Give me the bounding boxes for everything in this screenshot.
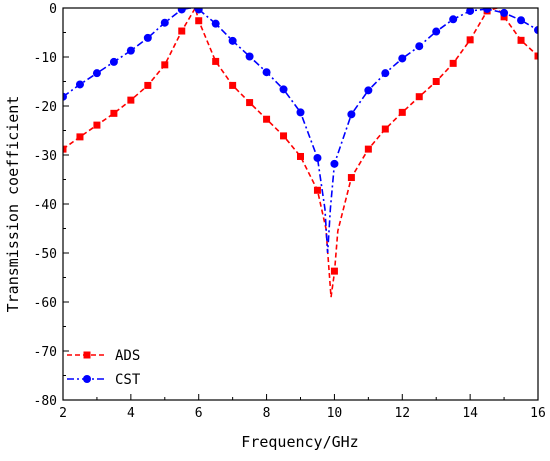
data-point-cst bbox=[109, 57, 118, 66]
data-point-ads bbox=[195, 17, 203, 25]
x-tick-label: 4 bbox=[127, 406, 135, 421]
x-tick-label: 6 bbox=[195, 406, 203, 421]
data-point-cst bbox=[500, 8, 509, 17]
y-tick-label: -20 bbox=[34, 100, 57, 115]
data-point-cst bbox=[143, 33, 152, 42]
x-tick-label: 2 bbox=[59, 406, 67, 421]
x-axis-title: Frequency/GHz bbox=[241, 433, 358, 451]
data-point-ads bbox=[76, 133, 84, 141]
y-tick-label: -70 bbox=[34, 345, 57, 360]
legend: ADS CST bbox=[67, 348, 141, 388]
data-point-ads bbox=[415, 93, 423, 101]
data-point-ads bbox=[110, 109, 118, 117]
data-point-ads bbox=[127, 96, 135, 104]
data-point-ads bbox=[229, 81, 237, 89]
data-point-cst bbox=[262, 68, 271, 77]
series-curves bbox=[63, 8, 538, 298]
data-point-ads bbox=[364, 145, 372, 153]
data-point-cst bbox=[194, 8, 203, 14]
data-point-ads bbox=[398, 108, 406, 116]
y-tick-label: -60 bbox=[34, 296, 57, 311]
data-point-cst bbox=[483, 8, 492, 13]
y-tick-label: 0 bbox=[49, 2, 57, 17]
data-point-ads bbox=[466, 36, 474, 44]
x-tick-label: 12 bbox=[394, 406, 410, 421]
legend-marker-cst bbox=[83, 375, 91, 383]
data-point-cst bbox=[415, 42, 424, 51]
y-tick-label: -30 bbox=[34, 149, 57, 164]
data-point-ads bbox=[297, 152, 304, 160]
data-point-ads bbox=[263, 115, 271, 123]
data-point-cst bbox=[330, 159, 339, 168]
data-point-ads bbox=[517, 36, 525, 44]
y-tick-label: -80 bbox=[34, 394, 57, 409]
legend-label-ads: ADS bbox=[115, 348, 140, 364]
x-tick-label: 8 bbox=[263, 406, 271, 421]
data-point-cst bbox=[63, 92, 67, 101]
data-point-cst bbox=[313, 153, 322, 162]
y-axis: 0 -10 -20 -30 -40 -50 -60 -70 -80 bbox=[34, 2, 69, 409]
data-point-cst bbox=[92, 69, 101, 78]
data-point-cst bbox=[466, 8, 475, 15]
data-point-ads bbox=[246, 99, 254, 107]
data-point-cst bbox=[279, 85, 288, 94]
legend-marker-ads bbox=[83, 351, 91, 359]
y-tick-label: -40 bbox=[34, 198, 57, 213]
x-tick-label: 16 bbox=[530, 406, 546, 421]
x-tick-label: 10 bbox=[327, 406, 343, 421]
data-point-ads bbox=[347, 174, 355, 182]
y-tick-label: -50 bbox=[34, 247, 57, 262]
y-tick-label: -10 bbox=[34, 51, 57, 66]
data-point-cst bbox=[211, 19, 220, 28]
data-point-cst bbox=[347, 110, 356, 119]
data-point-ads bbox=[449, 59, 457, 67]
data-point-ads bbox=[313, 186, 321, 194]
data-point-ads bbox=[330, 267, 338, 275]
data-point-cst bbox=[228, 36, 237, 45]
data-point-ads bbox=[144, 81, 152, 89]
x-axis: 2 4 6 8 10 12 14 16 bbox=[59, 394, 546, 421]
data-point-cst bbox=[517, 16, 526, 25]
series-line-cst bbox=[63, 8, 538, 254]
data-point-ads bbox=[534, 52, 538, 60]
data-point-cst bbox=[398, 54, 407, 63]
data-point-ads bbox=[63, 145, 67, 153]
y-axis-title: Transmission coefficient bbox=[4, 96, 22, 313]
legend-label-cst: CST bbox=[115, 372, 141, 388]
data-point-ads bbox=[280, 132, 288, 140]
plot-frame bbox=[62, 7, 539, 401]
data-point-cst bbox=[296, 108, 305, 117]
data-point-cst bbox=[126, 46, 135, 55]
data-point-cst bbox=[160, 18, 169, 27]
data-point-cst bbox=[245, 52, 254, 61]
data-point-ads bbox=[161, 61, 169, 69]
data-point-cst bbox=[364, 86, 373, 95]
data-point-ads bbox=[93, 121, 101, 129]
data-point-cst bbox=[177, 8, 186, 14]
data-point-ads bbox=[432, 78, 440, 85]
data-point-cst bbox=[449, 15, 458, 24]
x-tick-label: 14 bbox=[462, 406, 478, 421]
series-line-ads bbox=[63, 8, 538, 298]
data-point-cst bbox=[534, 26, 538, 35]
data-point-cst bbox=[75, 80, 84, 89]
series-markers bbox=[63, 8, 538, 275]
data-point-ads bbox=[212, 57, 220, 65]
data-point-ads bbox=[381, 125, 389, 133]
data-point-cst bbox=[432, 27, 441, 36]
data-point-cst bbox=[381, 69, 390, 78]
data-point-ads bbox=[178, 27, 186, 35]
